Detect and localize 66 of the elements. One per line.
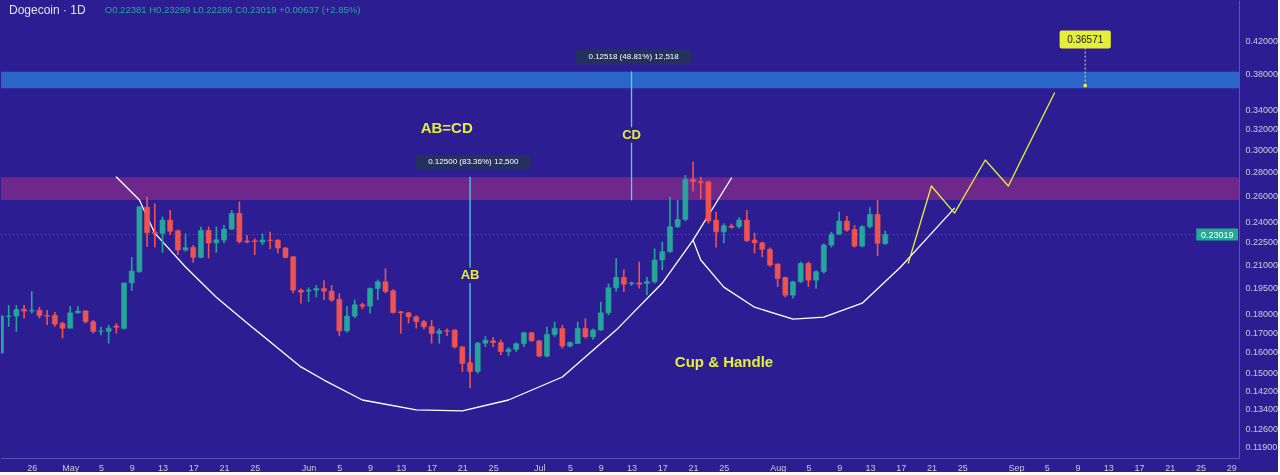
x-tick-label: 21 [457,462,468,473]
y-tick-label: 0.22500 [1245,237,1279,248]
x-tick-label: 9 [837,462,843,473]
x-tick-label: 9 [129,462,135,473]
x-tick-label: 21 [926,462,937,473]
annotation: Cup & Handle [674,352,774,370]
x-tick-label: 25 [1196,462,1207,473]
x-tick-label: 17 [188,462,199,473]
x-tick-label: 25 [250,462,261,473]
x-tick-label: 5 [806,462,812,473]
y-tick-label: 0.19500 [1245,283,1279,294]
y-tick-label: 0.26000 [1245,190,1279,201]
y-tick-label: 0.14200 [1245,385,1279,396]
y-tick-label: 0.42000 [1245,36,1279,47]
y-tick-label: 0.12600 [1245,424,1279,435]
x-tick-label: 17 [1134,462,1145,473]
x-tick-label: 29 [1226,462,1237,473]
x-tick-label: 17 [657,462,668,473]
x-tick-label: 13 [865,462,876,473]
x-tick-label: 17 [896,462,907,473]
y-tick-label: 0.28000 [1245,167,1279,178]
chart-title: Dogecoin · 1D [9,3,87,17]
x-tick-label: 25 [719,462,730,473]
chart-subtitle: O0.22381 H0.23299 L0.22286 C0.23019 +0.00637 (+2.85%) [104,4,361,15]
y-tick-label: 0.15000 [1245,367,1279,378]
y-tick-label: 0.34000 [1245,104,1279,115]
annotation: AB=CD [420,118,473,136]
x-tick-label: 21 [688,462,699,473]
annotation: 0.36571 [1067,33,1104,45]
x-tick-label: 9 [1075,462,1081,473]
y-tick-label: 0.32000 [1245,124,1279,135]
x-tick-label: 9 [598,462,604,473]
annotation: CD [622,127,641,143]
x-tick-label: 5 [98,462,104,473]
x-tick-label: 5 [568,462,574,473]
x-tick-label: 13 [627,462,638,473]
y-tick-label: 0.21000 [1245,259,1279,270]
x-tick-label: 21 [219,462,230,473]
x-tick-label: 21 [1165,462,1176,473]
x-tick-label: 13 [396,462,407,473]
x-tick-label: 5 [1044,462,1050,473]
x-tick-label: May [62,462,80,473]
x-tick-label: Jul [534,462,546,473]
x-tick-label: 5 [337,462,343,473]
x-tick-label: 13 [157,462,168,473]
x-tick-label: 26 [27,462,38,473]
y-tick-label: 0.30000 [1245,144,1279,155]
y-tick-label: 0.13400 [1245,404,1279,415]
x-tick-label: 25 [957,462,968,473]
x-tick-label: 25 [488,462,499,473]
ref-line-label: 0.23019 [1200,229,1234,240]
y-tick-label: 0.16000 [1245,347,1279,358]
x-tick-label: 17 [427,462,438,473]
y-tick-label: 0.11900 [1245,442,1278,453]
y-tick-label: 0.24000 [1245,216,1279,227]
y-tick-label: 0.38000 [1245,68,1279,79]
x-tick-label: Jun [301,462,317,473]
x-tick-label: Sep [1008,462,1025,473]
x-tick-label: Aug [770,462,787,473]
annotation: 0.12500 (83.36%) 12,500 [428,157,519,167]
y-tick-label: 0.18000 [1245,309,1279,320]
y-tick-label: 0.17000 [1245,327,1279,338]
annotation: 0.12518 (48.81%) 12,518 [588,52,680,62]
x-tick-label: 13 [1103,462,1114,473]
x-tick-label: 9 [368,462,374,473]
annotation: AB [460,267,480,283]
